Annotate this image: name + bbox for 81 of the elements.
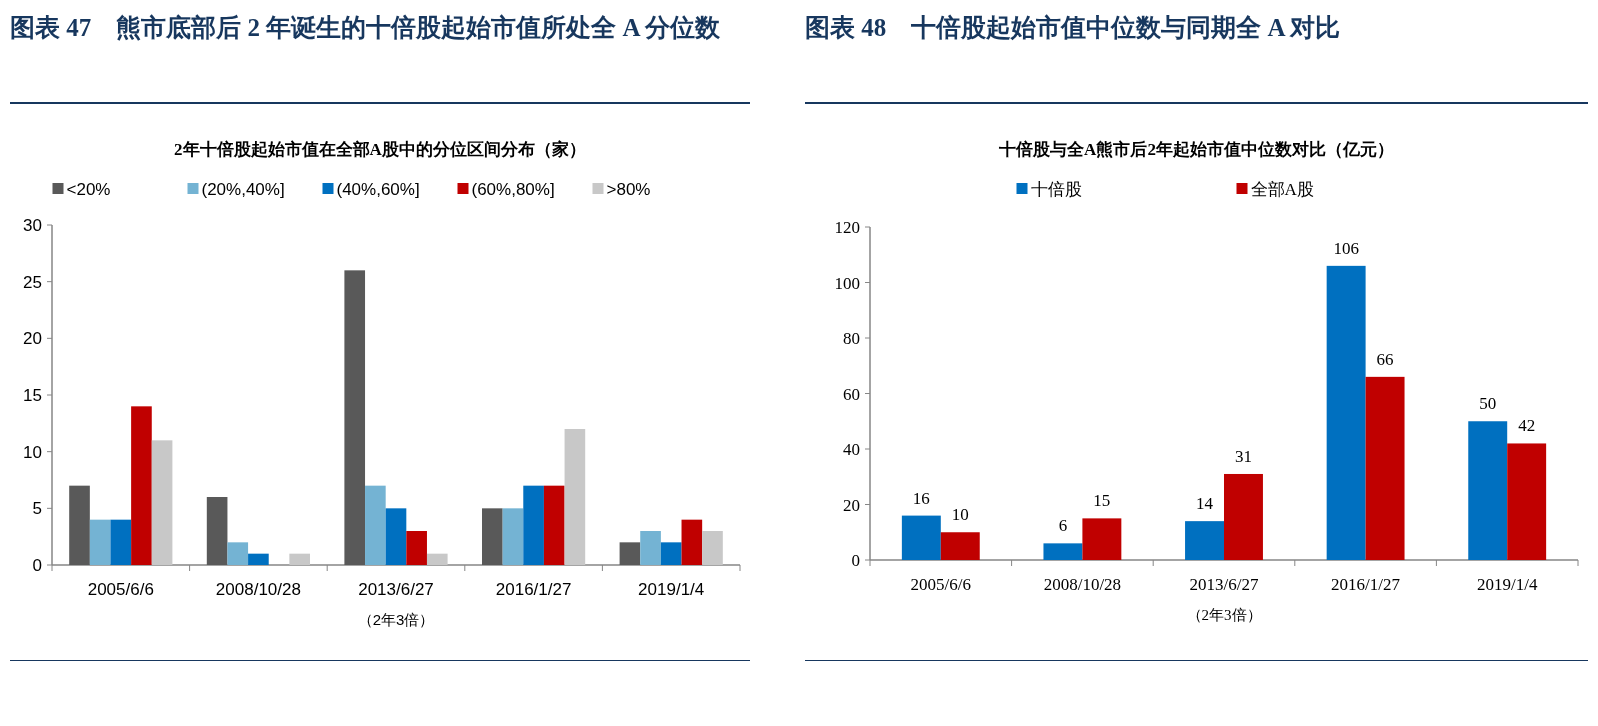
y-tick-label: 10 bbox=[23, 442, 42, 462]
x-tick-label: 2019/1/4 bbox=[638, 580, 705, 599]
bar bbox=[248, 553, 269, 565]
bar bbox=[502, 508, 524, 565]
y-tick-label: 20 bbox=[23, 329, 42, 349]
bar bbox=[523, 485, 544, 565]
legend-label: (60%,80%] bbox=[471, 180, 555, 199]
legend-label: (40%,60%] bbox=[336, 180, 420, 199]
bar bbox=[406, 531, 427, 565]
bar bbox=[69, 485, 90, 565]
bar bbox=[564, 429, 586, 565]
bar bbox=[151, 440, 173, 565]
y-tick-label: 0 bbox=[851, 551, 860, 570]
bar bbox=[1365, 376, 1405, 560]
y-tick-label: 100 bbox=[834, 273, 860, 293]
chart-subtitle: 2年十倍股起始市值在全部A股中的分位区间分布（家） bbox=[174, 140, 586, 159]
x-tick-label: 2008/10/28 bbox=[215, 580, 301, 599]
bar bbox=[426, 553, 448, 565]
legend-label: (20%,40%] bbox=[201, 180, 285, 199]
data-label: 31 bbox=[1234, 446, 1252, 466]
bar bbox=[206, 497, 228, 565]
x-axis-title: （2年3倍） bbox=[1186, 607, 1262, 623]
bar bbox=[619, 542, 641, 565]
legend-label: >80% bbox=[606, 180, 651, 199]
x-tick-label: 2019/1/4 bbox=[1476, 575, 1538, 594]
data-label: 14 bbox=[1196, 494, 1214, 514]
data-label: 66 bbox=[1376, 349, 1394, 369]
bar bbox=[110, 519, 132, 565]
y-tick-label: 30 bbox=[23, 216, 42, 235]
bar bbox=[660, 542, 682, 565]
y-tick-label: 80 bbox=[843, 329, 860, 348]
bar bbox=[227, 542, 249, 565]
bar bbox=[365, 485, 386, 565]
x-tick-label: 2013/6/27 bbox=[1189, 575, 1259, 594]
bar bbox=[681, 519, 703, 565]
data-label: 50 bbox=[1479, 394, 1497, 414]
data-label: 42 bbox=[1518, 416, 1536, 436]
data-label: 106 bbox=[1333, 238, 1359, 258]
chart-title: 图表 48 十倍股起始市值中位数与同期全 A 对比 bbox=[805, 13, 1342, 43]
x-tick-label: 2005/6/6 bbox=[87, 580, 154, 599]
legend-label: 全部A股 bbox=[1250, 180, 1314, 199]
y-tick-label: 120 bbox=[834, 218, 860, 237]
x-tick-label: 2016/1/27 bbox=[1331, 575, 1401, 594]
x-tick-label: 2013/6/27 bbox=[358, 580, 434, 599]
x-tick-label: 2016/1/27 bbox=[495, 580, 572, 599]
bar bbox=[1185, 521, 1224, 560]
chart-subtitle: 十倍股与全A熊市后2年起始市值中位数对比（亿元） bbox=[998, 140, 1394, 159]
y-tick-label: 0 bbox=[32, 556, 42, 575]
bar bbox=[543, 485, 565, 565]
bar bbox=[1326, 265, 1366, 560]
bar bbox=[1224, 473, 1263, 560]
y-tick-label: 60 bbox=[843, 384, 860, 404]
bar bbox=[89, 519, 111, 565]
bar bbox=[385, 508, 407, 565]
data-label: 16 bbox=[912, 488, 930, 508]
y-tick-label: 15 bbox=[23, 386, 42, 405]
bar bbox=[640, 531, 661, 565]
y-tick-label: 5 bbox=[32, 499, 42, 519]
bar bbox=[1082, 518, 1122, 560]
y-tick-label: 40 bbox=[843, 440, 860, 459]
bar bbox=[901, 515, 941, 560]
x-axis-title: （2年3倍） bbox=[357, 611, 435, 628]
bar bbox=[131, 406, 152, 565]
bar bbox=[1043, 543, 1083, 560]
legend-label: <20% bbox=[66, 180, 111, 199]
x-tick-label: 2008/10/28 bbox=[1043, 575, 1122, 594]
bar bbox=[702, 531, 723, 565]
bar bbox=[1468, 421, 1508, 560]
bar bbox=[1507, 443, 1547, 560]
x-tick-label: 2005/6/6 bbox=[910, 575, 972, 594]
bar bbox=[344, 270, 366, 565]
data-label: 15 bbox=[1093, 491, 1111, 511]
y-tick-label: 25 bbox=[23, 272, 42, 292]
bar bbox=[289, 553, 310, 565]
chart-title: 图表 47 熊市底部后 2 年诞生的十倍股起始市值所处全 A 分位数 bbox=[10, 13, 722, 43]
legend-label: 十倍股 bbox=[1030, 180, 1082, 199]
data-label: 6 bbox=[1058, 516, 1068, 536]
data-label: 10 bbox=[951, 505, 969, 525]
y-tick-label: 20 bbox=[843, 495, 860, 515]
bar bbox=[482, 508, 503, 565]
bar bbox=[940, 532, 980, 560]
